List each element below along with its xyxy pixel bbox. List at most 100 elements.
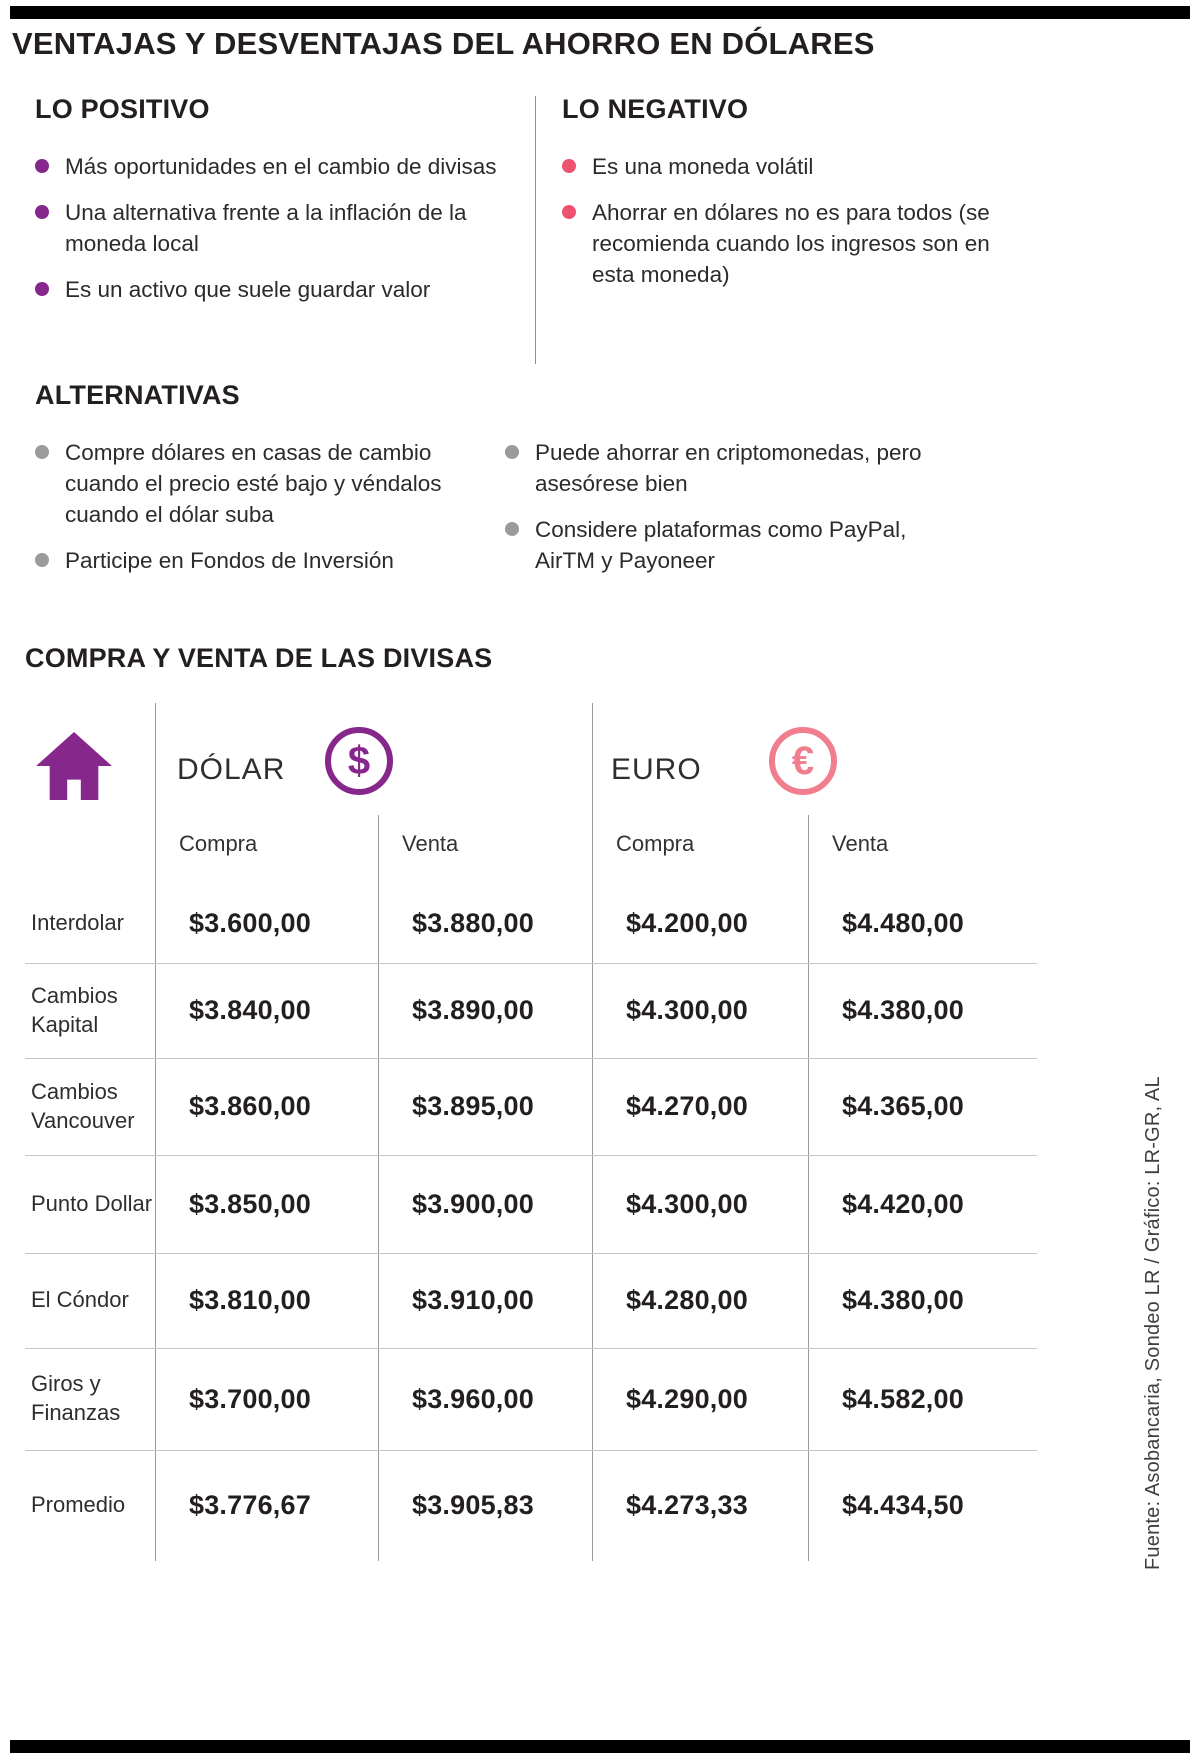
- negatives-heading: LO NEGATIVO: [562, 94, 749, 124]
- euro-sell-value: $4.480,00: [842, 907, 964, 938]
- dollar-sell-value: $3.880,00: [412, 907, 534, 938]
- euro-buy-value: $4.290,00: [626, 1383, 748, 1414]
- bottom-bar: [10, 1740, 1190, 1753]
- euro-buy-value: $4.273,33: [626, 1490, 748, 1520]
- table-row: Giros y Finanzas $3.700,00 $3.960,00 $4.…: [25, 1348, 1037, 1450]
- column-divider: [155, 703, 156, 1561]
- dollar-label: DÓLAR: [177, 753, 286, 786]
- list-item-text: Puede ahorrar en criptomonedas, pero ase…: [535, 440, 922, 497]
- alternatives-heading: ALTERNATIVAS: [35, 380, 240, 410]
- euro-buy-header: Compra: [616, 831, 695, 856]
- alternatives-section: ALTERNATIVAS Compre dólares en casas de …: [35, 380, 1040, 591]
- euro-buy-value: $4.200,00: [626, 907, 748, 938]
- list-item-text: Es un activo que suele guardar valor: [65, 277, 431, 303]
- bullet-icon: [562, 159, 576, 173]
- positives-heading: LO POSITIVO: [35, 94, 210, 124]
- column-divider: [378, 815, 379, 1561]
- row-divider: [25, 1155, 1037, 1156]
- euro-buy-value: $4.270,00: [626, 1091, 748, 1121]
- row-name: Punto Dollar: [31, 1190, 153, 1216]
- dollar-buy-header: Compra: [179, 831, 258, 856]
- euro-icon: €: [769, 727, 837, 795]
- table-row: Interdolar $3.600,00 $3.880,00 $4.200,00…: [25, 883, 1037, 963]
- dollar-sell-header: Venta: [402, 831, 459, 856]
- euro-sell-value: $4.434,50: [842, 1490, 964, 1520]
- list-item: Es una moneda volátil: [562, 151, 1030, 182]
- row-name: Giros y Finanzas: [31, 1371, 121, 1425]
- euro-symbol: €: [791, 738, 815, 783]
- negatives-section: LO NEGATIVO Es una moneda volátil Ahorra…: [562, 94, 1030, 305]
- dollar-symbol: $: [347, 738, 371, 783]
- dollar-sell-value: $3.890,00: [412, 995, 534, 1025]
- bullet-icon: [35, 445, 49, 459]
- list-item-text: Ahorrar en dólares no es para todos (se …: [592, 200, 990, 288]
- dollar-sell-value: $3.960,00: [412, 1383, 534, 1414]
- list-item: Más oportunidades en el cambio de divisa…: [35, 151, 513, 182]
- bullet-icon: [35, 205, 49, 220]
- bullet-icon: [562, 205, 576, 220]
- euro-sell-value: $4.380,00: [842, 1285, 964, 1315]
- dollar-buy-value: $3.850,00: [189, 1188, 311, 1219]
- dollar-buy-value: $3.600,00: [189, 907, 311, 938]
- row-divider: [25, 1450, 1037, 1451]
- list-item: Puede ahorrar en criptomonedas, pero ase…: [505, 437, 965, 499]
- list-item: Ahorrar en dólares no es para todos (se …: [562, 197, 1030, 290]
- list-item-text: Es una moneda volátil: [592, 154, 814, 179]
- bullet-icon: [35, 553, 49, 568]
- negatives-list: Es una moneda volátil Ahorrar en dólares…: [562, 151, 1030, 290]
- table-row: Promedio $3.776,67 $3.905,83 $4.273,33 $…: [25, 1450, 1037, 1561]
- positives-section: LO POSITIVO Más oportunidades en el camb…: [35, 94, 513, 320]
- list-item-text: Más oportunidades en el cambio de divisa…: [65, 154, 497, 179]
- row-name: Promedio: [31, 1492, 126, 1518]
- positive-negative-divider: [535, 96, 536, 364]
- row-divider: [25, 1348, 1037, 1349]
- exchange-heading: COMPRA Y VENTA DE LAS DIVISAS: [25, 643, 493, 673]
- bullet-icon: [35, 282, 49, 297]
- house-icon: [36, 731, 112, 801]
- table-row: El Cóndor $3.810,00 $3.910,00 $4.280,00 …: [25, 1253, 1037, 1348]
- euro-sell-value: $4.380,00: [842, 995, 964, 1025]
- dollar-buy-value: $3.840,00: [189, 995, 311, 1025]
- dollar-icon: $: [325, 727, 393, 795]
- dollar-sell-value: $3.910,00: [412, 1285, 534, 1315]
- list-item-text: Compre dólares en casas de cambio cuando…: [65, 440, 442, 528]
- list-item-text: Participe en Fondos de Inversión: [65, 548, 394, 574]
- bullet-icon: [505, 445, 519, 459]
- list-item: Considere plataformas como PayPal, AirTM…: [505, 514, 965, 576]
- row-name: El Cóndor: [31, 1287, 129, 1313]
- row-divider: [25, 1058, 1037, 1059]
- dollar-sell-value: $3.905,83: [412, 1490, 534, 1520]
- dollar-sell-value: $3.895,00: [412, 1091, 534, 1121]
- positives-list: Más oportunidades en el cambio de divisa…: [35, 151, 513, 305]
- euro-sell-header: Venta: [832, 831, 889, 856]
- row-name: Cambios Vancouver: [31, 1078, 135, 1133]
- row-name: Interdolar: [31, 909, 124, 935]
- euro-buy-value: $4.300,00: [626, 995, 748, 1025]
- list-item: Una alternativa frente a la inflación de…: [35, 197, 513, 259]
- list-item: Compre dólares en casas de cambio cuando…: [35, 437, 475, 530]
- dollar-buy-value: $3.700,00: [189, 1383, 311, 1414]
- list-item: Participe en Fondos de Inversión: [35, 545, 475, 576]
- alternatives-list-left: Compre dólares en casas de cambio cuando…: [35, 437, 475, 591]
- column-divider: [808, 815, 809, 1561]
- table-row: Punto Dollar $3.850,00 $3.900,00 $4.300,…: [25, 1155, 1037, 1253]
- source-credit: Fuente: Asobancaria, Sondeo LR / Gráfico…: [1142, 1076, 1164, 1570]
- list-item: Es un activo que suele guardar valor: [35, 274, 513, 305]
- dollar-sell-value: $3.900,00: [412, 1188, 534, 1219]
- euro-sell-value: $4.420,00: [842, 1188, 964, 1219]
- euro-buy-value: $4.300,00: [626, 1188, 748, 1219]
- row-name: Cambios Kapital: [31, 982, 118, 1037]
- top-bar: [10, 6, 1190, 19]
- dollar-buy-value: $3.776,67: [189, 1490, 311, 1520]
- euro-sell-value: $4.365,00: [842, 1091, 964, 1121]
- euro-buy-value: $4.280,00: [626, 1285, 748, 1315]
- row-divider: [25, 1253, 1037, 1254]
- euro-sell-value: $4.582,00: [842, 1383, 964, 1414]
- list-item-text: Una alternativa frente a la inflación de…: [65, 200, 467, 257]
- dollar-buy-value: $3.860,00: [189, 1091, 311, 1121]
- euro-label: EURO: [611, 753, 702, 786]
- row-divider: [25, 963, 1037, 964]
- column-divider: [592, 703, 593, 1561]
- table-row: Cambios Vancouver $3.860,00 $3.895,00 $4…: [25, 1058, 1037, 1155]
- exchange-table: DÓLAR $ EURO € Compra Venta Compra Venta…: [25, 703, 1037, 1561]
